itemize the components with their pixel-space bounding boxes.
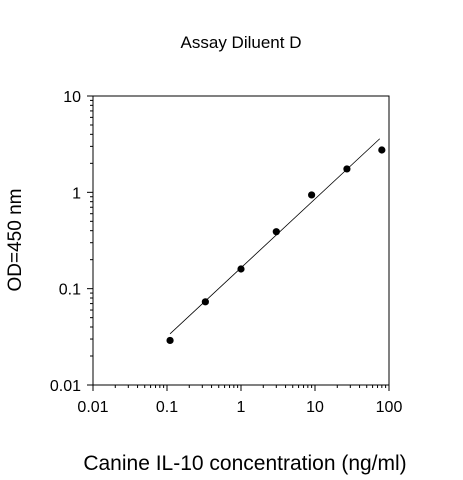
data-point [237,265,245,273]
data-point [201,298,209,306]
plot-frame [92,95,390,386]
x-tick-label: 100 [376,399,403,416]
data-points [166,146,386,345]
data-point [343,165,351,173]
x-tick-label: 1 [237,399,246,416]
y-tick-label: 1 [72,185,81,202]
data-point [272,228,280,236]
x-tick-label: 0.01 [77,399,108,416]
x-tick-label: 10 [306,399,324,416]
chart-title: Assay Diluent D [181,33,302,52]
data-point [378,146,386,154]
x-axis: 0.01 0.1 1 10 100 [77,385,402,416]
y-tick-label: 0.1 [59,282,81,299]
data-point [308,191,316,199]
y-tick-label: 10 [63,89,81,106]
x-tick-label: 0.1 [156,399,178,416]
x-axis-label: Canine IL-10 concentration (ng/ml) [83,452,406,475]
y-tick-label: 0.01 [50,378,81,395]
y-axis-label: OD=450 nm [5,189,26,292]
y-axis: 0.01 0.1 1 10 [50,89,93,395]
data-point [166,336,174,345]
